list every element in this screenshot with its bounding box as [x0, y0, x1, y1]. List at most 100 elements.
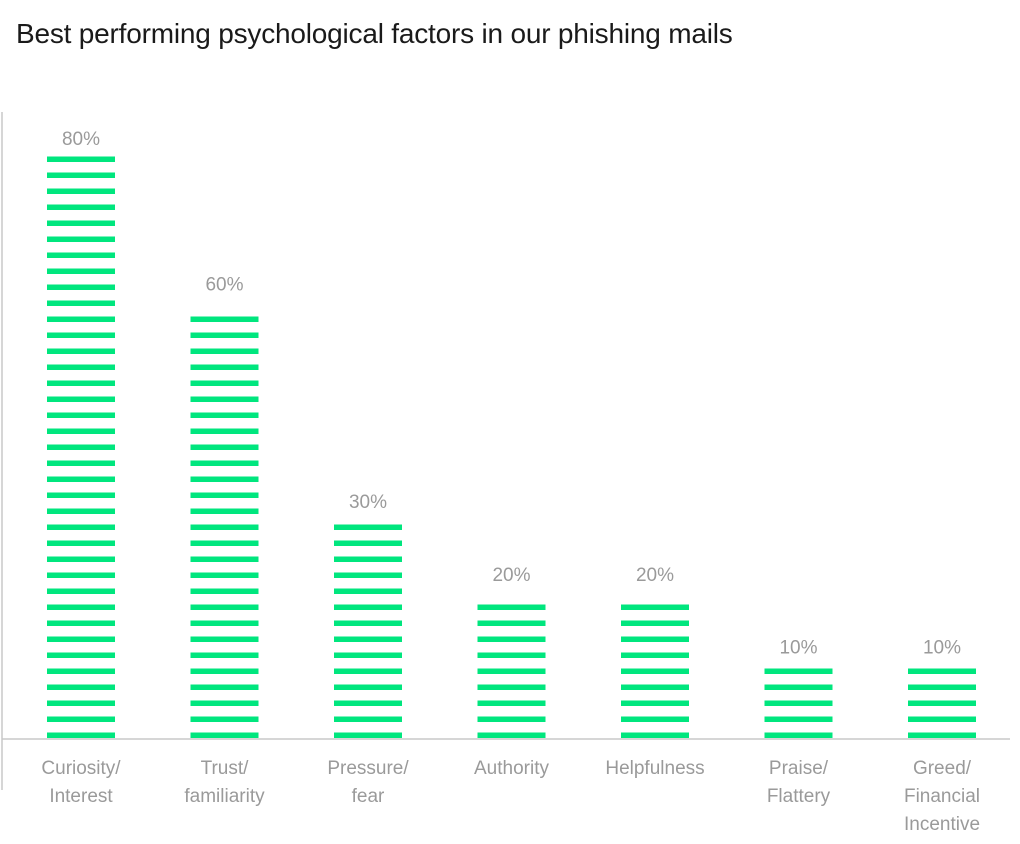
- bar-stripe: [47, 412, 115, 418]
- bar-stripe: [47, 476, 115, 482]
- x-tick-label: Trust/: [201, 758, 250, 779]
- bar-stripe: [621, 668, 689, 674]
- bar-stripe: [190, 492, 259, 498]
- bar-stripe: [477, 652, 546, 658]
- bar-stripe: [47, 380, 115, 386]
- bar: [190, 316, 259, 738]
- bar-stripe: [764, 684, 833, 690]
- bar-stripe: [621, 636, 689, 642]
- bar-stripe: [190, 332, 259, 338]
- bar-stripe: [190, 476, 259, 482]
- data-label: 20%: [636, 565, 674, 586]
- bar-stripe: [190, 460, 259, 466]
- bar-stripe: [190, 620, 259, 626]
- bar-stripe: [334, 636, 402, 642]
- bar-stripe: [477, 604, 546, 610]
- data-label: 80%: [62, 129, 100, 150]
- bar-stripe: [190, 684, 259, 690]
- data-label: 10%: [779, 637, 817, 658]
- bar-stripe: [190, 636, 259, 642]
- bar-stripe: [190, 732, 259, 738]
- bar-stripe: [47, 636, 115, 642]
- bar-stripe: [47, 188, 115, 194]
- bar-stripe: [47, 316, 115, 322]
- bar-stripe: [190, 556, 259, 562]
- data-label: 60%: [205, 274, 243, 295]
- bar-stripe: [621, 652, 689, 658]
- bar-stripe: [47, 508, 115, 514]
- bar-stripe: [908, 668, 976, 674]
- bar-stripe: [47, 668, 115, 674]
- x-tick-label: Helpfulness: [605, 758, 704, 779]
- x-tick-label: Pressure/: [327, 758, 409, 779]
- bar-stripe: [47, 604, 115, 610]
- bar-stripe: [47, 700, 115, 706]
- bar-stripe: [334, 588, 402, 594]
- bar-stripe: [47, 204, 115, 210]
- bar-stripe: [47, 332, 115, 338]
- bar-stripe: [47, 156, 115, 162]
- bar-stripe: [334, 652, 402, 658]
- bar-stripe: [47, 364, 115, 370]
- bar-stripe: [477, 668, 546, 674]
- bar-stripe: [621, 732, 689, 738]
- bar-stripe: [190, 428, 259, 434]
- bar-stripe: [190, 524, 259, 530]
- bar-stripe: [190, 652, 259, 658]
- bar-stripe: [621, 684, 689, 690]
- bar-stripe: [764, 732, 833, 738]
- chart-title: Best performing psychological factors in…: [16, 18, 733, 49]
- bar-stripe: [764, 700, 833, 706]
- bar-stripe: [334, 524, 402, 530]
- data-label: 20%: [492, 565, 530, 586]
- x-tick-label: Flattery: [767, 786, 831, 807]
- bar-stripe: [47, 524, 115, 530]
- bar-stripe: [190, 396, 259, 402]
- bar-stripe: [190, 588, 259, 594]
- x-tick-label: fear: [352, 786, 385, 807]
- bar-stripe: [47, 620, 115, 626]
- bar-stripe: [47, 284, 115, 290]
- bar-stripe: [190, 604, 259, 610]
- data-label: 10%: [923, 637, 961, 658]
- bar-stripe: [621, 700, 689, 706]
- bar-stripe: [190, 444, 259, 450]
- bar-stripe: [190, 716, 259, 722]
- bar-stripe: [334, 732, 402, 738]
- bar-stripe: [47, 220, 115, 226]
- bar-stripe: [334, 700, 402, 706]
- bar-stripe: [477, 716, 546, 722]
- bar-stripe: [47, 572, 115, 578]
- bar-stripe: [477, 620, 546, 626]
- bar-stripe: [334, 716, 402, 722]
- x-tick-label: Financial: [904, 786, 980, 807]
- bar: [47, 156, 115, 738]
- bar-stripe: [190, 668, 259, 674]
- x-tick-label: Curiosity/: [41, 758, 121, 779]
- bar-stripe: [47, 540, 115, 546]
- bar-stripe: [190, 348, 259, 354]
- bar-stripe: [47, 444, 115, 450]
- x-tick-label: Greed/: [913, 758, 972, 779]
- bar-stripe: [47, 460, 115, 466]
- bar-stripe: [47, 268, 115, 274]
- bar-stripe: [47, 300, 115, 306]
- bar-stripe: [190, 572, 259, 578]
- bar-stripe: [764, 668, 833, 674]
- bar-stripe: [47, 348, 115, 354]
- bar-stripe: [190, 316, 259, 322]
- bar-stripe: [190, 380, 259, 386]
- bar-stripe: [190, 508, 259, 514]
- x-tick-label: Authority: [474, 758, 549, 779]
- bar: [334, 524, 402, 738]
- bar-stripe: [47, 732, 115, 738]
- bar-stripe: [621, 604, 689, 610]
- bar-stripe: [47, 172, 115, 178]
- bar-stripe: [190, 412, 259, 418]
- bar-stripe: [47, 492, 115, 498]
- bar-stripe: [47, 556, 115, 562]
- bar-stripe: [477, 700, 546, 706]
- bar-stripe: [47, 252, 115, 258]
- bar-stripe: [621, 716, 689, 722]
